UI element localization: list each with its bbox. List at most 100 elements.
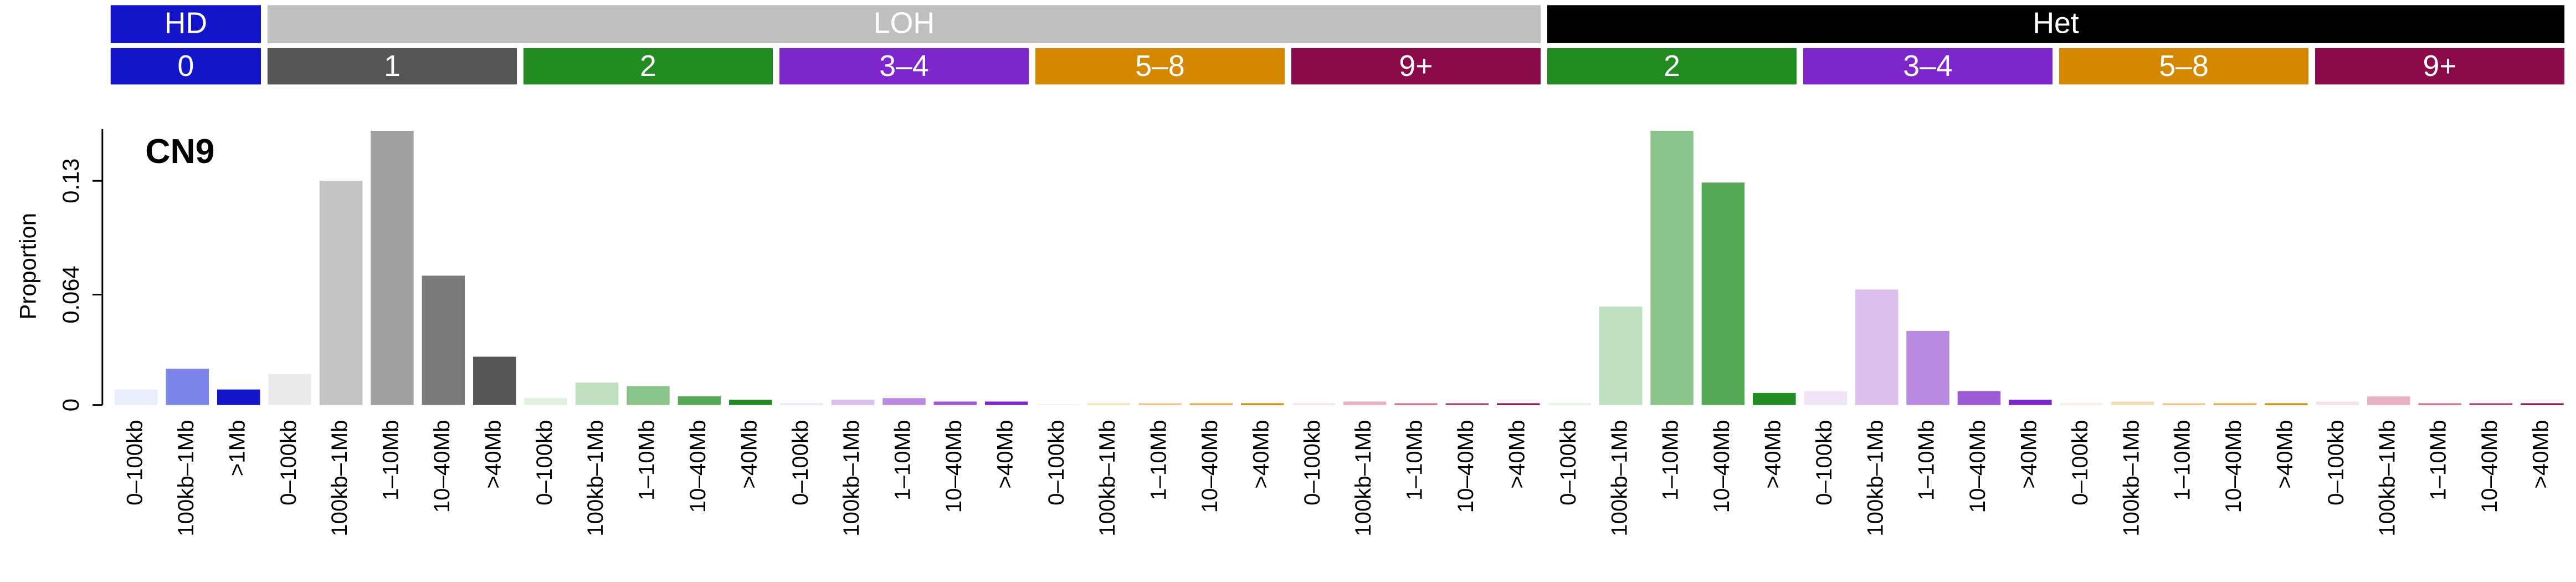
- x-tick-label: >40Mb: [2016, 420, 2041, 489]
- bar: [2265, 403, 2308, 405]
- x-tick-label: 0–100kb: [1300, 420, 1325, 506]
- x-tick-label: >40Mb: [1248, 420, 1273, 489]
- x-tick-label: >40Mb: [2528, 420, 2553, 489]
- bar: [1445, 403, 1489, 405]
- bar: [1138, 403, 1182, 405]
- subgroup-header-box: [2315, 48, 2565, 85]
- subgroup-header-box: [779, 48, 1029, 85]
- subgroup-header-label: 1: [384, 49, 401, 83]
- x-tick-label: >40Mb: [1504, 420, 1529, 489]
- x-tick-label: 100kb–1Mb: [1607, 420, 1631, 537]
- bar: [627, 386, 670, 405]
- bar: [678, 396, 721, 405]
- group-header-label: LOH: [874, 6, 935, 39]
- bar: [524, 398, 567, 405]
- bar: [2111, 401, 2154, 405]
- y-tick-label: 0.064: [58, 266, 84, 323]
- chart-title: CN9: [145, 132, 214, 171]
- bar: [1189, 403, 1233, 405]
- bar: [166, 369, 209, 405]
- x-tick-label: 0–100kb: [2323, 420, 2348, 506]
- bar: [1855, 289, 1898, 405]
- x-tick-label: 10–40Mb: [1197, 420, 1222, 513]
- x-tick-label: 1–10Mb: [634, 420, 659, 501]
- bar: [2418, 403, 2461, 405]
- bar: [1036, 404, 1079, 405]
- bar: [268, 374, 311, 405]
- bar: [217, 389, 260, 405]
- x-tick-label: 100kb–1Mb: [839, 420, 864, 537]
- bar: [1906, 330, 1949, 405]
- bar: [1497, 403, 1540, 405]
- subgroup-header-box: [1035, 48, 1285, 85]
- x-tick-label: 0–100kb: [1812, 420, 1836, 506]
- subgroup-header-label: 5–8: [2159, 49, 2209, 83]
- bar: [2469, 403, 2513, 405]
- subgroup-header-box: [267, 48, 517, 85]
- y-axis-label: Proportion: [15, 213, 41, 319]
- bar: [115, 389, 158, 405]
- x-tick-label: >40Mb: [2272, 420, 2297, 489]
- x-tick-label: >40Mb: [736, 420, 761, 489]
- x-tick-label: 0–100kb: [276, 420, 301, 506]
- x-tick-label: 10–40Mb: [2221, 420, 2246, 513]
- x-tick-label: 1–10Mb: [1914, 420, 1939, 501]
- subgroup-header-box: [1803, 48, 2053, 85]
- bar: [1548, 403, 1591, 405]
- subgroup-header-box: [2059, 48, 2309, 85]
- bar: [1343, 401, 1387, 405]
- x-tick-label: 100kb–1Mb: [327, 420, 352, 537]
- x-tick-label: 10–40Mb: [429, 420, 454, 513]
- x-tick-label: >40Mb: [480, 420, 505, 489]
- x-tick-label: 1–10Mb: [1146, 420, 1171, 501]
- x-tick-label: 0–100kb: [532, 420, 557, 506]
- x-tick-label: 1–10Mb: [1658, 420, 1683, 501]
- bar: [2213, 403, 2257, 405]
- bar: [2521, 403, 2564, 405]
- x-tick-label: 100kb–1Mb: [173, 420, 198, 537]
- bar: [1753, 392, 1796, 405]
- subgroup-header-box: [110, 48, 261, 85]
- subgroup-header-label: 0: [177, 49, 194, 83]
- x-tick-label: >40Mb: [992, 420, 1017, 489]
- x-tick-label: 10–40Mb: [1965, 420, 1990, 513]
- bar: [2009, 400, 2052, 405]
- bar: [2060, 403, 2103, 405]
- x-tick-label: 1–10Mb: [2426, 420, 2451, 501]
- x-tick-label: 1–10Mb: [890, 420, 915, 501]
- x-tick-label: 100kb–1Mb: [1862, 420, 1887, 537]
- bar: [1292, 403, 1335, 405]
- bar: [780, 403, 823, 405]
- subgroup-header-label: 9+: [1399, 49, 1433, 83]
- subgroup-header-label: 9+: [2423, 49, 2457, 83]
- subgroup-header-box: [523, 48, 773, 85]
- bar: [1394, 403, 1438, 405]
- bar: [1241, 403, 1284, 405]
- bar: [2367, 396, 2410, 405]
- bar: [575, 382, 619, 405]
- group-header-box: [1547, 5, 2565, 43]
- x-tick-label: 0–100kb: [788, 420, 813, 506]
- x-tick-label: >1Mb: [224, 420, 249, 477]
- x-tick-label: 100kb–1Mb: [583, 420, 608, 537]
- x-tick-label: 10–40Mb: [1709, 420, 1734, 513]
- group-header-box: [110, 5, 261, 43]
- x-tick-label: 0–100kb: [122, 420, 147, 506]
- y-tick-label: 0: [58, 399, 84, 411]
- subgroup-header-label: 3–4: [879, 49, 929, 83]
- bar: [933, 401, 977, 405]
- group-header-label: HD: [165, 6, 207, 39]
- bar: [1087, 403, 1131, 405]
- bar: [1701, 182, 1745, 405]
- x-tick-label: 100kb–1Mb: [1351, 420, 1376, 537]
- bar: [473, 356, 516, 405]
- bar: [371, 130, 414, 405]
- bar: [1804, 391, 1847, 405]
- bar: [319, 181, 363, 405]
- x-tick-label: 0–100kb: [1556, 420, 1581, 506]
- x-tick-label: 1–10Mb: [378, 420, 403, 501]
- x-tick-label: 1–10Mb: [1402, 420, 1427, 501]
- subgroup-header-box: [1547, 48, 1797, 85]
